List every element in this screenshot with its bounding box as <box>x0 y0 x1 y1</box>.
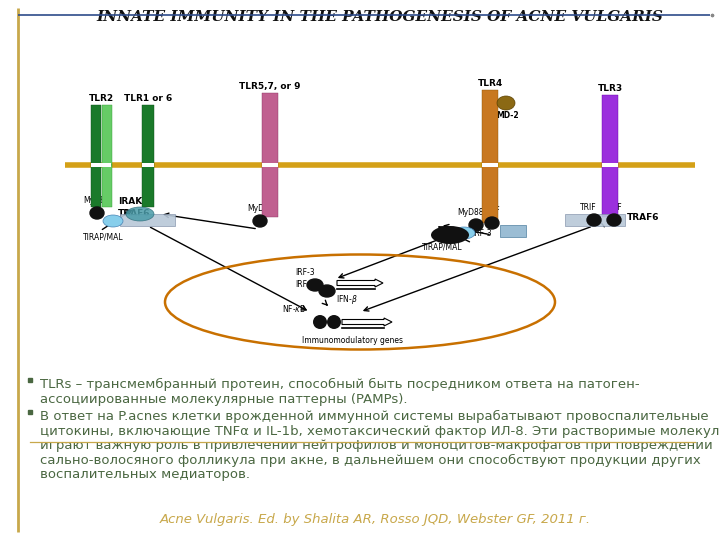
Bar <box>102 105 112 165</box>
Text: INNATE IMMUNITY IN THE PATHOGENESIS OF ACNE VULGARIS: INNATE IMMUNITY IN THE PATHOGENESIS OF A… <box>96 10 663 24</box>
Text: цитокины, включающие TNFα и IL-1b, хемотаксический фактор ИЛ-8. Эти растворимые : цитокины, включающие TNFα и IL-1b, хемот… <box>40 424 720 437</box>
Text: TRAF6: TRAF6 <box>627 213 660 222</box>
Bar <box>482 90 498 165</box>
FancyArrow shape <box>337 279 383 287</box>
Text: TLR4: TLR4 <box>477 79 503 88</box>
Bar <box>482 163 498 167</box>
Text: TLR2: TLR2 <box>89 94 114 103</box>
Text: IRF-3: IRF-3 <box>295 268 315 277</box>
Bar <box>262 93 278 165</box>
Text: MyD88: MyD88 <box>84 196 110 205</box>
Text: TRIF: TRIF <box>606 203 622 212</box>
Ellipse shape <box>307 279 323 291</box>
Ellipse shape <box>453 227 475 239</box>
Bar <box>142 163 154 167</box>
Bar <box>602 165 618 217</box>
Text: сально-волосяного фолликула при акне, в дальнейшем они способствуют продукции др: сально-волосяного фолликула при акне, в … <box>40 454 701 467</box>
Ellipse shape <box>607 214 621 226</box>
Ellipse shape <box>253 215 267 227</box>
Bar <box>602 95 618 165</box>
Text: TLRs – трансмембранный протеин, способный быть посредником ответа на патоген-: TLRs – трансмембранный протеин, способны… <box>40 378 639 391</box>
Ellipse shape <box>485 217 499 229</box>
Circle shape <box>327 315 341 329</box>
Text: TLR5,7, or 9: TLR5,7, or 9 <box>239 82 301 91</box>
Text: MD-2: MD-2 <box>497 111 519 120</box>
Ellipse shape <box>126 207 154 221</box>
Text: TLR3: TLR3 <box>598 84 623 93</box>
Bar <box>91 165 101 207</box>
Text: TRIF: TRIF <box>484 206 500 215</box>
Text: воспалительных медиаторов.: воспалительных медиаторов. <box>40 468 250 481</box>
Ellipse shape <box>587 214 601 226</box>
Ellipse shape <box>469 219 483 231</box>
Ellipse shape <box>103 215 123 227</box>
Bar <box>482 165 498 223</box>
Text: TRIF: TRIF <box>580 203 596 212</box>
Bar <box>142 105 154 165</box>
Circle shape <box>313 315 327 329</box>
Ellipse shape <box>497 96 515 110</box>
Bar <box>500 225 526 237</box>
Text: Immunomodulatory genes: Immunomodulatory genes <box>302 336 402 345</box>
Text: играют важную роль в привлечении нейтрофилов и моноцитов-макрофагов при поврежде: играют важную роль в привлечении нейтроф… <box>40 439 713 452</box>
Bar <box>91 163 111 167</box>
Bar <box>262 165 278 217</box>
Text: TIRAP/MAL: TIRAP/MAL <box>83 233 124 242</box>
Bar <box>91 105 101 165</box>
Text: IFN-$\beta$: IFN-$\beta$ <box>336 293 358 306</box>
Text: TLR1 or 6: TLR1 or 6 <box>124 94 172 103</box>
Bar <box>565 214 625 226</box>
Text: IRF-3: IRF-3 <box>295 280 315 289</box>
Text: ассоциированные молекулярные паттерны (PAMPs).: ассоциированные молекулярные паттерны (P… <box>40 393 408 406</box>
FancyArrow shape <box>342 318 392 326</box>
Ellipse shape <box>90 207 104 219</box>
Text: MyD88: MyD88 <box>247 204 274 213</box>
Text: NF-$\kappa$B: NF-$\kappa$B <box>282 303 306 314</box>
Bar <box>142 165 154 207</box>
Bar <box>120 214 175 226</box>
Ellipse shape <box>431 226 469 244</box>
Bar <box>602 163 618 167</box>
Text: TRAF6: TRAF6 <box>118 209 150 218</box>
Text: TIRAP/MAL: TIRAP/MAL <box>422 243 463 252</box>
Bar <box>262 163 278 167</box>
Text: Acne Vulgaris. Ed. by Shalita AR, Rosso JQD, Webster GF, 2011 г.: Acne Vulgaris. Ed. by Shalita AR, Rosso … <box>159 513 590 526</box>
Ellipse shape <box>319 285 335 297</box>
Text: IRAK: IRAK <box>118 197 143 206</box>
Text: MyD88: MyD88 <box>456 208 483 217</box>
Text: В ответ на P.acnes клетки врожденной иммунной системы вырабатывают провоспалител: В ответ на P.acnes клетки врожденной имм… <box>40 410 708 423</box>
Text: TRAM: TRAM <box>502 226 524 235</box>
Text: IRF-3: IRF-3 <box>472 228 492 238</box>
Bar <box>102 165 112 207</box>
